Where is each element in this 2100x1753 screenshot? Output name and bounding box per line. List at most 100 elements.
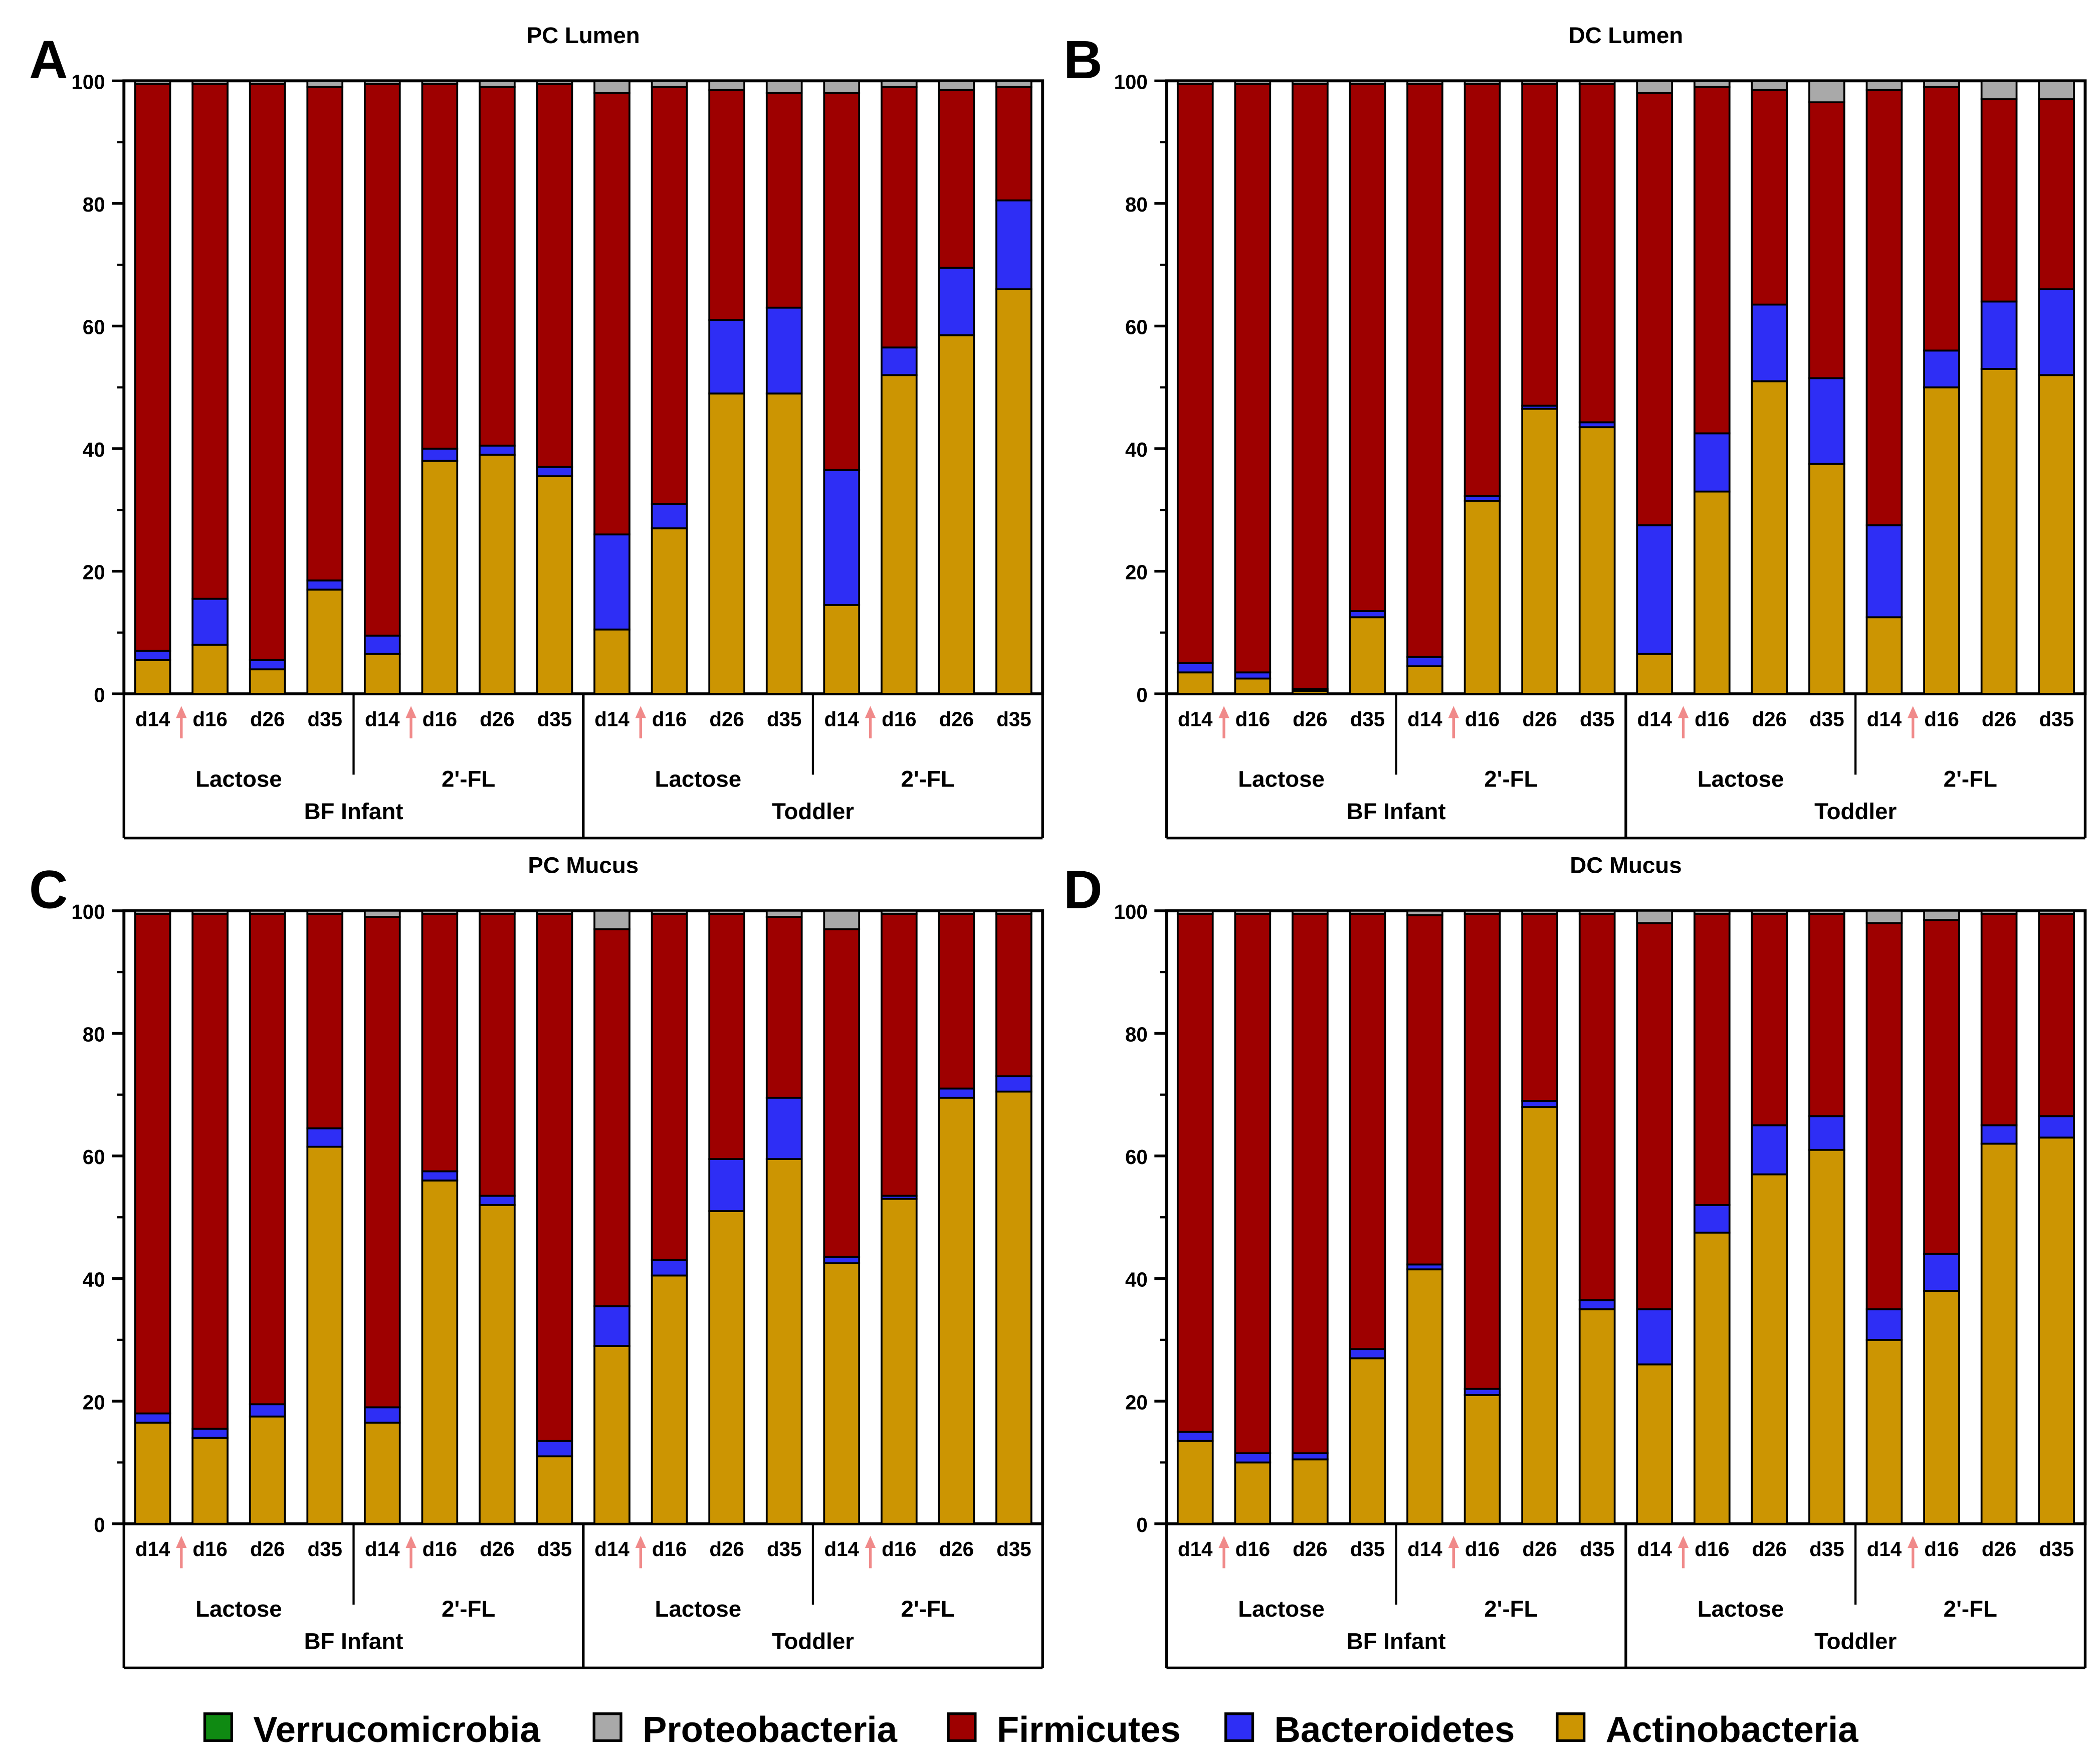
arrow-head-icon [865,706,876,718]
bar-segment-proteobacteria [1636,909,1673,924]
group-label: 2'-FL [1944,1596,1997,1622]
x-tick-label: d35 [308,708,342,731]
bar-segment-proteobacteria [1923,909,1960,921]
legend: Verrucomicrobia Proteobacteria Firmicutes B… [203,1709,1858,1750]
panel-letter: A [29,30,68,90]
bar-segment-proteobacteria [1406,909,1443,916]
bar-segment-proteobacteria [306,909,344,915]
bar-segment-bacteroidetes [708,319,745,395]
group-label: 2'-FL [1484,766,1538,792]
y-tick-label: 40 [1125,439,1148,461]
bar-segment-firmicutes [1636,92,1673,526]
bar-segment-actinobacteria [651,1274,688,1525]
x-tick-label: d26 [1982,1538,2016,1561]
bar-segment-firmicutes [995,86,1032,202]
bar-segment-proteobacteria [1751,80,1788,91]
y-tick-label: 0 [94,684,105,706]
x-tick-label: d35 [1809,708,1844,731]
x-tick-label: d14 [824,708,860,731]
bar-segment-actinobacteria [249,1415,286,1525]
bar-segment-bacteroidetes [995,1075,1032,1093]
bar-segment-bacteroidetes [306,579,344,591]
bar-segment-bacteroidetes [1923,1253,1960,1292]
arrow-head-icon [635,1535,647,1548]
bar-segment-actinobacteria [1636,1363,1673,1525]
group-label: 2'-FL [442,766,495,792]
bar-segment-proteobacteria [1980,909,2018,915]
x-tick-label: d26 [250,1538,285,1561]
y-tick-label: 0 [1136,1514,1147,1536]
bar-segment-firmicutes [306,86,344,581]
bar-segment-proteobacteria [823,80,861,94]
legend-swatch-proteobacteria [592,1712,622,1742]
y-tick-label: 40 [83,1269,105,1291]
y-tick-label: 60 [83,316,105,339]
bar-segment-firmicutes [1176,913,1214,1433]
bar-segment-bacteroidetes [134,1412,171,1424]
bar-segment-firmicutes [823,92,861,471]
bar-segment-bacteroidetes [593,1305,631,1347]
bar-segment-bacteroidetes [881,346,918,376]
bar-segment-firmicutes [593,92,631,536]
bar-segment-proteobacteria [1234,80,1272,85]
bar-segment-proteobacteria [1176,909,1214,915]
bar-segment-bacteroidetes [1693,432,1731,493]
x-tick-label: d14 [594,1538,629,1561]
bar-segment-bacteroidetes [938,1087,975,1099]
bar-segment-actinobacteria [995,1090,1032,1525]
bar-segment-bacteroidetes [765,306,803,395]
group-label: Lactose [1238,766,1325,792]
x-tick-label: d26 [250,708,285,731]
bar-segment-firmicutes [134,83,171,652]
bar-segment-bacteroidetes [765,1096,803,1160]
bar-segment-actinobacteria [765,393,803,695]
x-tick-label: d14 [1178,1538,1213,1561]
arrow-head-icon [1218,706,1229,718]
bar-segment-actinobacteria [881,374,918,695]
bar-segment-firmicutes [306,913,344,1129]
bar-segment-proteobacteria [1292,909,1329,915]
bar-segment-actinobacteria [1406,1268,1443,1525]
bar-segment-actinobacteria [1751,380,1788,695]
panel-letter: B [1064,30,1103,90]
bar-segment-bacteroidetes [593,533,631,631]
panel-a: A PC Lumen 0 20 40 60 80 100 d14 d16 d26 d35 d14 d16 d… [29,23,1044,840]
bar-segment-firmicutes [479,913,516,1197]
bar-segment-actinobacteria [1923,1290,1960,1525]
x-tick-label: d35 [767,708,801,731]
bar-segment-bacteroidetes [1176,662,1214,674]
panel-title: DC Mucus [1570,853,1682,878]
bar-segment-bacteroidetes [2038,1115,2075,1139]
bar-segment-firmicutes [881,913,918,1197]
bar-segment-firmicutes [1578,913,1616,1301]
bar-segment-actinobacteria [1693,490,1731,695]
x-tick-label: d26 [1293,1538,1327,1561]
bar-segment-firmicutes [1234,83,1272,674]
x-tick-label: d14 [365,1538,400,1561]
y-tick-label: 20 [1125,1391,1148,1414]
y-tick-label: 40 [83,439,105,461]
bar-segment-firmicutes [249,83,286,661]
bar-segment-proteobacteria [421,80,459,85]
bar-segment-bacteroidetes [363,1406,401,1424]
bar-segment-actinobacteria [363,1422,401,1525]
bar-segment-actinobacteria [1292,1458,1329,1525]
x-tick-label: d14 [365,708,400,731]
x-tick-label: d26 [1522,708,1557,731]
panel-title: DC Lumen [1569,23,1683,48]
x-tick-label: d35 [537,1538,572,1561]
group-label: Lactose [195,1596,282,1622]
bar-segment-firmicutes [1980,98,2018,303]
bar-segment-bacteroidetes [651,503,688,529]
bar-segment-bacteroidetes [1865,1308,1903,1341]
x-tick-label: d16 [652,708,687,731]
bar-segment-proteobacteria [1923,80,1960,88]
group-label: 2'-FL [1484,1596,1538,1622]
bar-segment-actinobacteria [1406,665,1443,695]
bar-segment-proteobacteria [823,909,861,930]
bar-segment-proteobacteria [1808,909,1845,915]
arrow-head-icon [1908,706,1919,718]
y-tick-label: 100 [71,901,105,923]
arrow-head-icon [1677,1535,1689,1548]
bar-segment-proteobacteria [593,909,631,930]
